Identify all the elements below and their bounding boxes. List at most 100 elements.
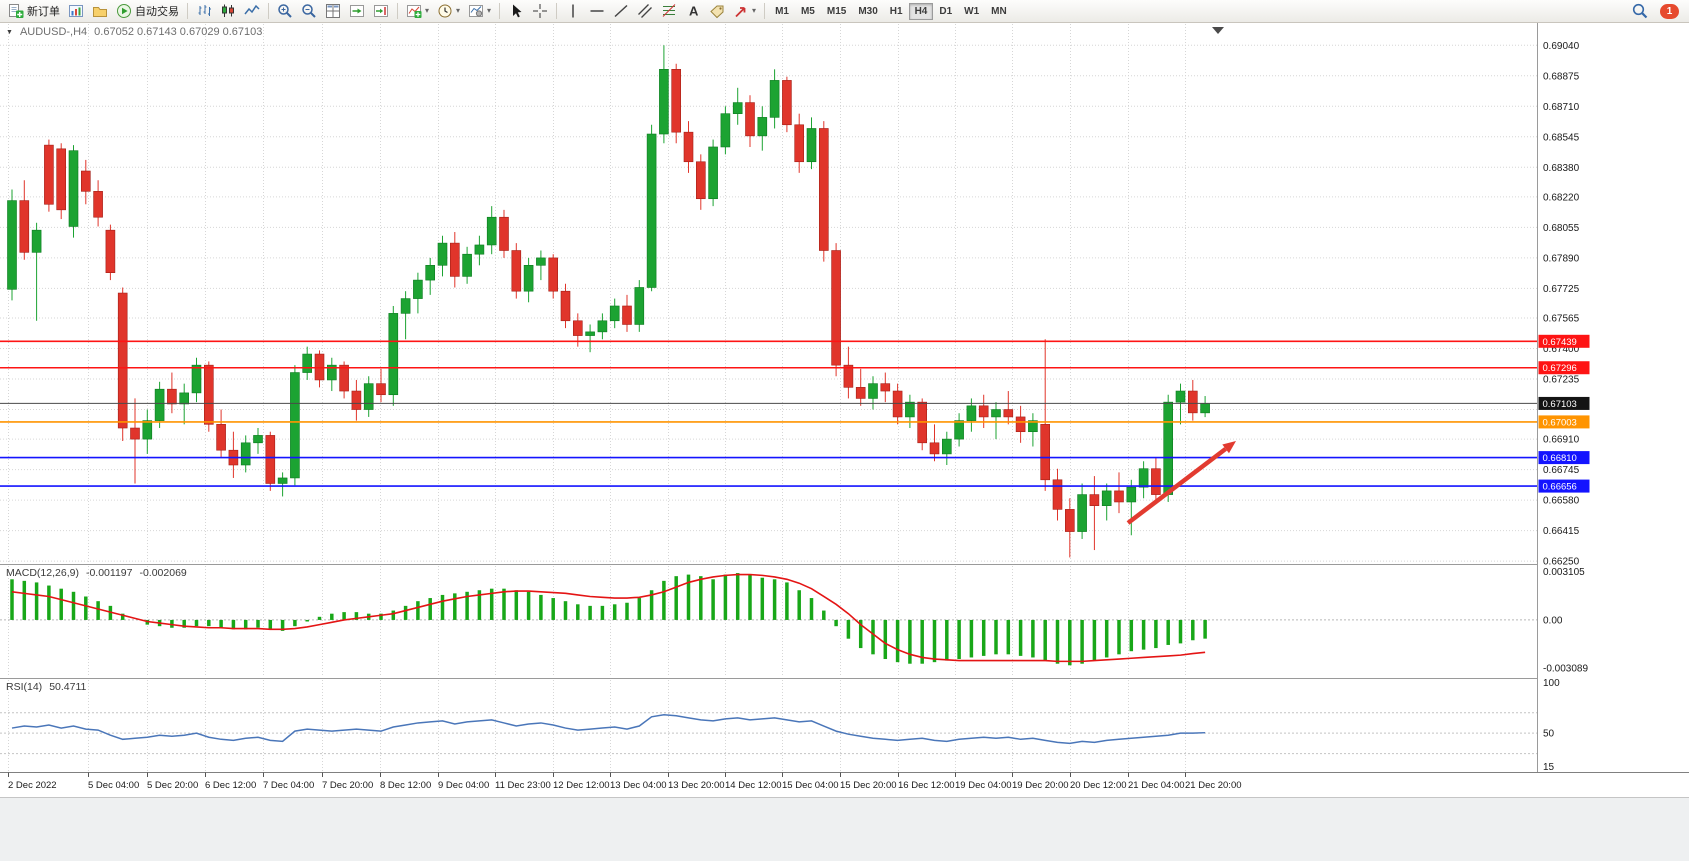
- search-icon: [1632, 3, 1648, 19]
- macd-scale-label: -0.003089: [1543, 664, 1588, 675]
- time-axis[interactable]: 2 Dec 2022 5 Dec 04:00 5 Dec 20:00 6 Dec 12…: [8, 772, 1242, 792]
- trendline-button[interactable]: [609, 0, 633, 22]
- svg-text:7 Dec 04:00: 7 Dec 04:00: [263, 780, 314, 791]
- arrows-button[interactable]: ▾: [729, 0, 760, 22]
- svg-text:0.67103: 0.67103: [1543, 399, 1577, 410]
- line-chart-icon: [244, 3, 260, 19]
- timeframe-w1[interactable]: W1: [964, 5, 980, 17]
- candlestick-chart-button[interactable]: [216, 0, 240, 22]
- chart-background: [0, 23, 1689, 797]
- new-order-button[interactable]: 新订单: [4, 0, 64, 22]
- svg-text:0.66580: 0.66580: [1543, 496, 1580, 507]
- horizontal-lines-layer[interactable]: [0, 340, 1538, 487]
- svg-text:0.69040: 0.69040: [1543, 41, 1580, 52]
- rsi-line: [11, 714, 1206, 745]
- timeframe-m30[interactable]: M30: [858, 5, 878, 17]
- crosshair-button[interactable]: [528, 0, 552, 22]
- arrows-icon: [733, 3, 749, 19]
- toolbar-separator: [268, 3, 269, 19]
- text-icon: A: [685, 3, 701, 19]
- auto-scroll-button[interactable]: [345, 0, 369, 22]
- macd-signal-value: -0.002069: [139, 567, 187, 579]
- fibonacci-button[interactable]: [657, 0, 681, 22]
- price-tag: 0.67003: [1538, 415, 1590, 429]
- new-order-icon: [8, 3, 24, 19]
- periods-icon: [437, 3, 453, 19]
- periods-button[interactable]: ▾: [433, 0, 464, 22]
- timeframe-m15[interactable]: M15: [826, 5, 847, 17]
- horizontal-line-button[interactable]: [585, 0, 609, 22]
- timeframe-d1[interactable]: D1: [939, 5, 953, 17]
- chart-title: ▼ AUDUSD-,H4 0.67052 0.67143 0.67029 0.6…: [6, 26, 262, 38]
- hline-icon: [589, 3, 605, 19]
- fibonacci-icon: [661, 3, 677, 19]
- cursor-button[interactable]: [504, 0, 528, 22]
- indicators-button[interactable]: ▾: [402, 0, 433, 22]
- bar-chart-button[interactable]: [192, 0, 216, 22]
- price-tag: 0.66810: [1538, 451, 1590, 465]
- grid-layer: [0, 24, 1538, 771]
- templates-icon: [468, 3, 484, 19]
- toolbar-separator: [187, 3, 188, 19]
- svg-text:14 Dec 12:00: 14 Dec 12:00: [725, 780, 782, 791]
- line-chart-button[interactable]: [240, 0, 264, 22]
- svg-text:0.67296: 0.67296: [1543, 363, 1577, 374]
- macd-scale-label: 0.00: [1543, 615, 1563, 626]
- zoom-in-button[interactable]: [273, 0, 297, 22]
- toolbar: 新订单 自动交易 ▾ ▾ ▾ A ▾ M1 M5 M15 M30 H1 H4 D1 W1 MN 1: [0, 0, 1689, 23]
- text-button[interactable]: A: [681, 0, 705, 22]
- charts-icon: [68, 3, 84, 19]
- templates-button[interactable]: ▾: [464, 0, 495, 22]
- chart-shift-icon: [373, 3, 389, 19]
- trend-arrow[interactable]: [1126, 441, 1236, 525]
- svg-text:0.67400: 0.67400: [1543, 344, 1580, 355]
- collapse-icon[interactable]: ▼: [6, 28, 13, 36]
- autotrading-button[interactable]: 自动交易: [112, 0, 183, 22]
- chevron-down-icon: ▾: [456, 6, 461, 15]
- svg-text:16 Dec 12:00: 16 Dec 12:00: [898, 780, 955, 791]
- svg-text:0.68380: 0.68380: [1543, 163, 1580, 174]
- timeframe-h1[interactable]: H1: [889, 5, 903, 17]
- rsi-scale-label: 15: [1543, 762, 1555, 773]
- auto-scroll-icon: [349, 3, 365, 19]
- chevron-down-icon: ▾: [752, 6, 757, 15]
- svg-text:7 Dec 20:00: 7 Dec 20:00: [322, 780, 373, 791]
- notification-badge[interactable]: 1: [1660, 3, 1679, 19]
- svg-text:15 Dec 04:00: 15 Dec 04:00: [782, 780, 839, 791]
- svg-text:0.68875: 0.68875: [1543, 71, 1580, 82]
- macd-name: MACD(12,26,9): [6, 567, 79, 579]
- chart-shift-marker[interactable]: [1212, 27, 1224, 34]
- timeframe-h4[interactable]: H4: [908, 2, 934, 20]
- search-button[interactable]: [1628, 0, 1652, 22]
- toolbar-separator: [556, 3, 558, 19]
- tile-windows-icon: [325, 3, 341, 19]
- zoom-in-icon: [277, 3, 293, 19]
- text-label-button[interactable]: [705, 0, 729, 22]
- rsi-scale-label: 100: [1543, 678, 1560, 689]
- toolbar-right: 1: [1628, 0, 1689, 22]
- vertical-line-button[interactable]: [561, 0, 585, 22]
- macd-scale-label: 0.003105: [1543, 567, 1585, 578]
- charts-button[interactable]: [64, 0, 88, 22]
- macd-signal-line: [11, 573, 1206, 663]
- zoom-out-button[interactable]: [297, 0, 321, 22]
- timeframe-m1[interactable]: M1: [775, 5, 789, 17]
- macd-pane: [10, 573, 1207, 666]
- profiles-button[interactable]: [88, 0, 112, 22]
- timeframe-m5[interactable]: M5: [800, 5, 815, 17]
- svg-text:0.67003: 0.67003: [1543, 417, 1577, 428]
- autotrading-icon: [116, 3, 132, 19]
- price-tag: 0.67439: [1538, 334, 1590, 348]
- equidistant-channel-button[interactable]: [633, 0, 657, 22]
- timeframe-mn[interactable]: MN: [991, 5, 1007, 17]
- tile-windows-button[interactable]: [321, 0, 345, 22]
- svg-text:0.67235: 0.67235: [1543, 375, 1580, 386]
- svg-text:0.67725: 0.67725: [1543, 284, 1580, 295]
- svg-text:0.66910: 0.66910: [1543, 435, 1580, 446]
- candles-layer: [7, 45, 1210, 558]
- svg-text:0.66656: 0.66656: [1543, 482, 1577, 493]
- chart-shift-button[interactable]: [369, 0, 393, 22]
- svg-text:0.68710: 0.68710: [1543, 102, 1580, 113]
- svg-text:21 Dec 04:00: 21 Dec 04:00: [1128, 780, 1185, 791]
